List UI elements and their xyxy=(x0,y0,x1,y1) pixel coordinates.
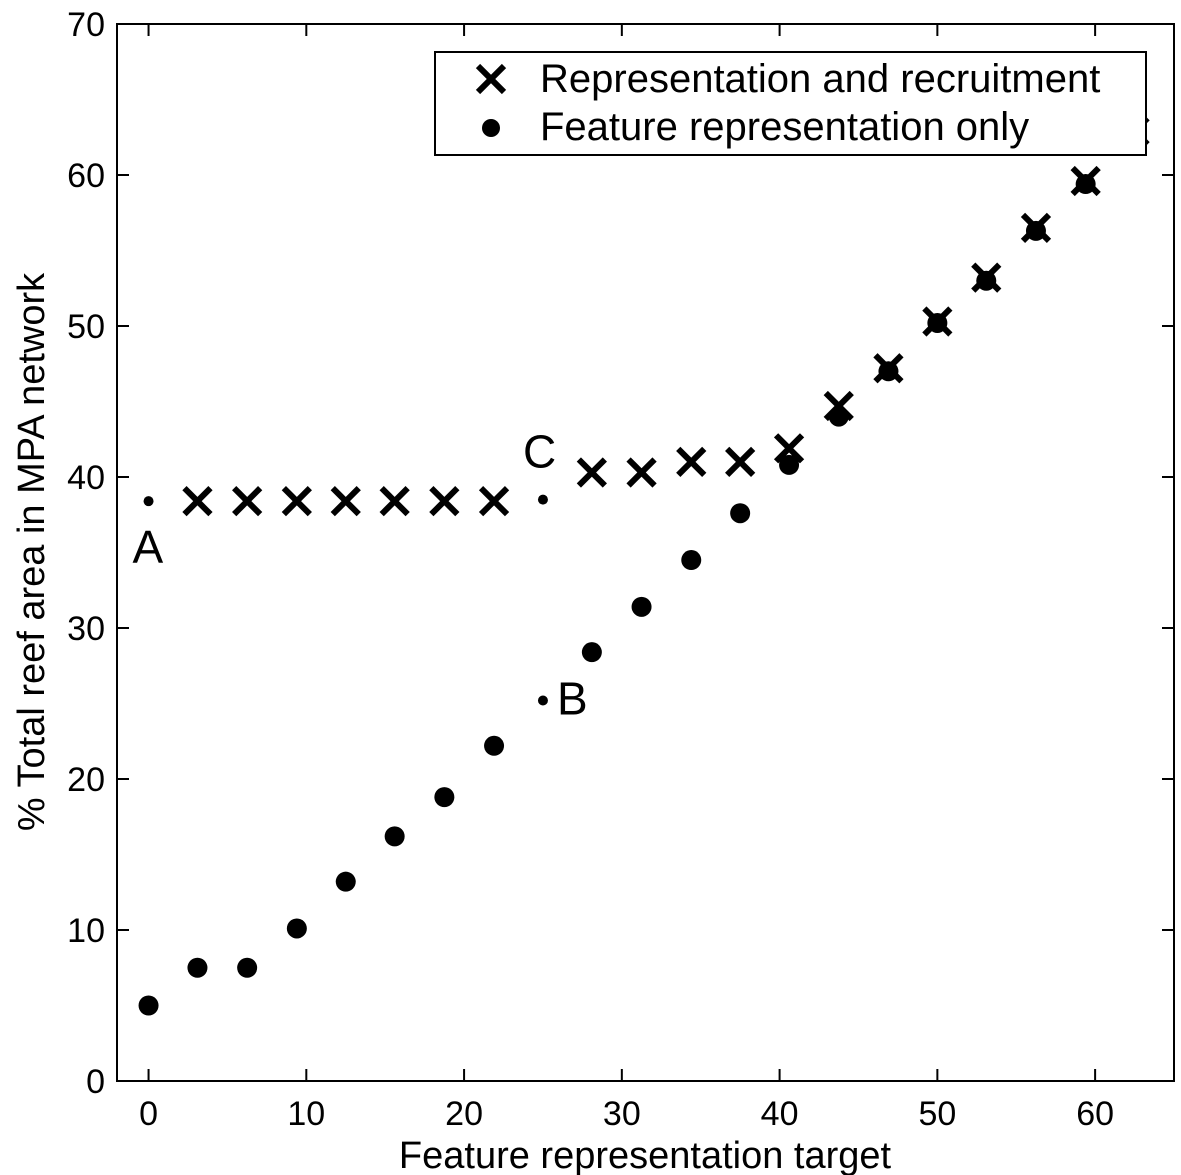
feature-only-point xyxy=(237,957,258,978)
representation-recruitment-point xyxy=(232,486,263,517)
legend: Representation and recruitment Feature r… xyxy=(434,51,1147,156)
representation-recruitment-point xyxy=(773,433,805,464)
x-tick-label: 40 xyxy=(761,1095,799,1133)
x-marker-stroke xyxy=(475,63,507,95)
x-tick-label: 20 xyxy=(445,1095,483,1133)
annotations: A B C xyxy=(133,426,588,725)
plot-frame xyxy=(116,23,1175,1082)
x-marker-stroke xyxy=(576,457,607,488)
representation-recruitment-point xyxy=(676,446,707,478)
feature-only-point xyxy=(384,826,405,847)
y-tick-label: 20 xyxy=(67,761,105,799)
x-axis-title: Feature representation target xyxy=(399,1135,892,1175)
y-tick-label: 0 xyxy=(86,1063,105,1101)
representation-recruitment-point xyxy=(576,457,607,488)
x-tick-label: 60 xyxy=(1076,1095,1114,1133)
representation-recruitment-point xyxy=(626,457,657,488)
x-marker-stroke xyxy=(626,457,657,488)
representation-recruitment-point xyxy=(281,486,312,517)
x-marker-stroke xyxy=(922,306,953,337)
feature-only-point xyxy=(779,454,800,475)
annotation-label-a: A xyxy=(133,521,164,573)
representation-recruitment-point xyxy=(1070,165,1101,197)
x-marker-stroke xyxy=(330,486,361,517)
x-tick-label: 50 xyxy=(918,1095,956,1133)
feature-only-point xyxy=(581,642,602,663)
x-tick-label: 0 xyxy=(139,1095,158,1133)
legend-label-feature-representation-only: Feature representation only xyxy=(540,105,1029,149)
y-tick-label: 40 xyxy=(67,459,105,497)
x-marker-stroke xyxy=(1070,165,1101,197)
x-tick-label: 30 xyxy=(603,1095,641,1133)
x-marker-stroke xyxy=(429,486,460,517)
representation-recruitment-point xyxy=(873,353,904,384)
feature-only-point xyxy=(484,735,505,756)
x-marker-stroke xyxy=(478,486,510,517)
y-axis-title: % Total reef area in MPA network xyxy=(11,272,53,831)
feature-only-point xyxy=(286,918,307,939)
y-tick-label: 70 xyxy=(67,6,105,44)
feature-only-point xyxy=(631,596,652,617)
x-marker-stroke xyxy=(281,486,312,517)
feature-only-point xyxy=(434,787,455,808)
y-tick-label: 60 xyxy=(67,157,105,195)
x-marker-stroke xyxy=(873,353,904,384)
legend-circle-marker xyxy=(482,119,500,137)
representation-recruitment-point xyxy=(725,446,756,478)
representation-recruitment-point xyxy=(429,486,460,517)
representation-recruitment-point xyxy=(182,486,213,517)
axis-ticks: 0 10 20 30 40 50 60 0 10 20 30 40 50 60 70 xyxy=(67,6,1174,1133)
annotation-dot-b xyxy=(537,695,548,706)
data-marks xyxy=(138,116,1150,1016)
legend-x-glyph xyxy=(475,63,507,95)
y-tick-label: 30 xyxy=(67,610,105,648)
representation-recruitment-point xyxy=(478,486,510,517)
x-tick-label: 10 xyxy=(287,1095,325,1133)
representation-recruitment-point xyxy=(971,262,1002,293)
x-marker-stroke xyxy=(823,390,854,422)
x-marker-stroke xyxy=(232,486,263,517)
x-marker-stroke xyxy=(971,262,1002,293)
annotation-dot-c xyxy=(537,494,548,505)
feature-only-point xyxy=(335,871,356,892)
representation-recruitment-point xyxy=(823,390,854,422)
feature-only-point xyxy=(730,503,751,524)
representation-recruitment-point xyxy=(330,486,361,517)
feature-only-point xyxy=(681,550,702,571)
y-tick-label: 10 xyxy=(67,912,105,950)
legend-x-marker xyxy=(475,63,507,95)
x-marker-stroke xyxy=(379,486,410,517)
representation-recruitment-point xyxy=(379,486,410,517)
x-marker-stroke xyxy=(725,446,756,478)
annotation-label-b: B xyxy=(557,672,588,724)
x-marker-stroke xyxy=(182,486,213,517)
feature-only-point xyxy=(187,957,208,978)
feature-only-point xyxy=(138,995,159,1016)
x-marker-stroke xyxy=(676,446,707,478)
legend-label-representation-and-recruitment: Representation and recruitment xyxy=(540,57,1100,101)
x-marker-stroke xyxy=(773,433,805,464)
annotation-label-c: C xyxy=(523,426,556,478)
y-tick-label: 50 xyxy=(67,308,105,346)
representation-recruitment-point xyxy=(1020,212,1052,243)
x-marker-stroke xyxy=(1020,212,1052,243)
annotation-dot-a xyxy=(143,496,154,507)
legend-box xyxy=(434,51,1147,156)
representation-recruitment-point xyxy=(922,306,953,337)
